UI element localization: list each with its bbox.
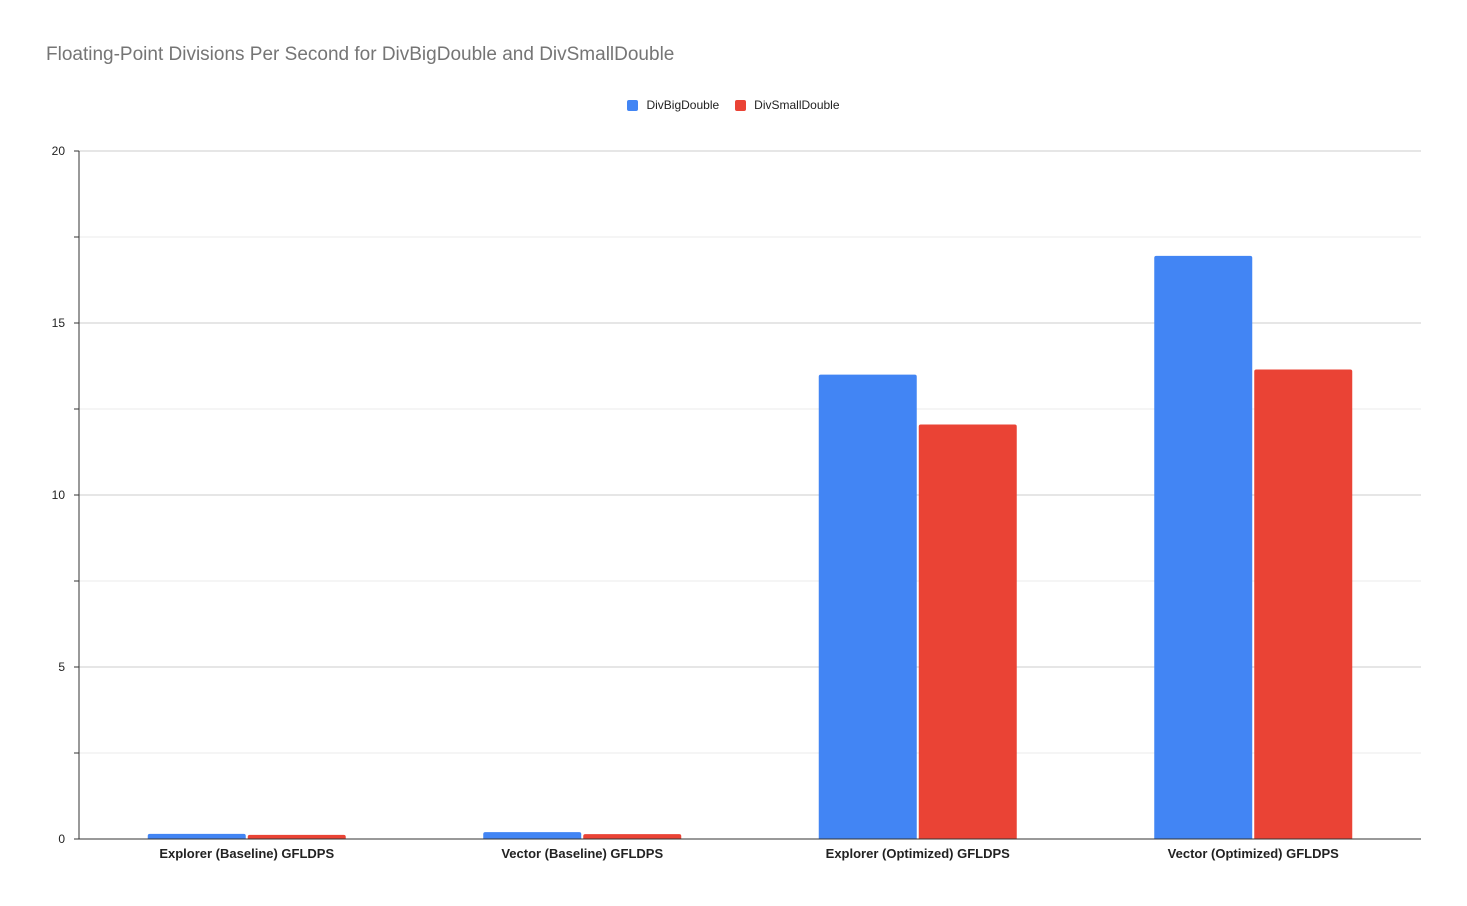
bar-divbigdouble-2 xyxy=(818,374,917,839)
y-tick-label: 0 xyxy=(58,832,65,846)
x-tick-label: Explorer (Optimized) GFLDPS xyxy=(826,846,1011,861)
x-tick-label: Explorer (Baseline) GFLDPS xyxy=(159,846,334,861)
legend-swatch-divsmalldouble xyxy=(735,99,747,111)
bar-divbigdouble-3 xyxy=(1154,255,1253,840)
chart-title: Floating-Point Divisions Per Second for … xyxy=(46,44,675,65)
x-tick-label: Vector (Optimized) GFLDPS xyxy=(1168,846,1340,861)
bar-divsmalldouble-3 xyxy=(1254,369,1353,839)
bar-divsmalldouble-2 xyxy=(918,424,1017,839)
x-tick-label: Vector (Baseline) GFLDPS xyxy=(501,846,663,861)
y-tick-label: 15 xyxy=(52,316,66,330)
bar-divsmalldouble-0 xyxy=(247,834,346,839)
bar-divbigdouble-0 xyxy=(147,833,246,839)
y-tick-label: 5 xyxy=(58,660,65,674)
bar-divsmalldouble-1 xyxy=(583,834,682,839)
legend-label-divbigdouble: DivBigDouble xyxy=(646,98,720,112)
legend-label-divsmalldouble: DivSmallDouble xyxy=(754,98,840,112)
bar-divbigdouble-1 xyxy=(483,832,582,839)
y-tick-label: 10 xyxy=(52,488,66,502)
legend-item-divsmalldouble: DivSmallDouble xyxy=(735,98,840,112)
legend-swatch-divbigdouble xyxy=(627,99,639,111)
legend: DivBigDouble DivSmallDouble xyxy=(0,98,1467,112)
y-tick-label: 20 xyxy=(52,144,66,158)
legend-item-divbigdouble: DivBigDouble xyxy=(627,98,719,112)
